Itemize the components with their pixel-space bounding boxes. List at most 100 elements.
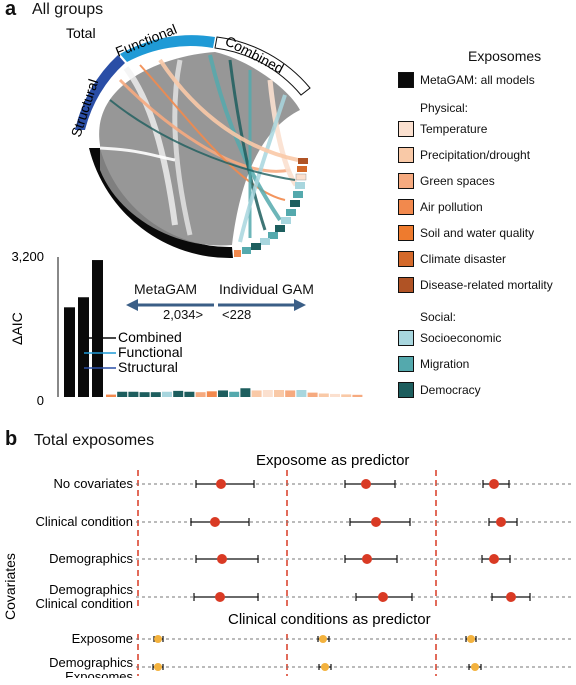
individual-gam-label: Individual GAM: [219, 281, 314, 297]
legend-swatch: [398, 121, 414, 137]
legend-swatch: [398, 147, 414, 163]
legend-swatch: [398, 382, 414, 398]
bar-functional: [78, 297, 89, 397]
point-estimate: [321, 663, 329, 671]
y-tick-label: 0: [37, 393, 44, 408]
point-estimate: [216, 479, 226, 489]
individual-gam-bar: [352, 394, 363, 397]
metagam-value: 2,034>: [163, 307, 204, 322]
legend-item: Air pollution: [398, 199, 483, 215]
legend-label: Migration: [420, 357, 470, 371]
legend-label: Precipitation/drought: [420, 148, 531, 162]
point-estimate: [467, 635, 475, 643]
individual-gam-bar: [307, 392, 318, 397]
legend-item: Green spaces: [398, 173, 495, 189]
individual-gam-bar: [195, 392, 206, 397]
legend-item: Socioeconomic: [398, 330, 501, 346]
individual-gam-value: <228: [222, 307, 252, 322]
series-label: Functional: [118, 344, 183, 360]
point-estimate: [362, 554, 372, 564]
predictor-header-2: Clinical conditions as predictor: [228, 611, 431, 628]
point-estimate: [496, 517, 506, 527]
predictor-header-1: Exposome as predictor: [256, 452, 409, 469]
y-tick-label: 3,200: [11, 249, 44, 264]
individual-gam-bar: [251, 390, 262, 397]
legend-label: Democracy: [420, 383, 481, 397]
legend-swatch: [398, 199, 414, 215]
forest-plot: Exposome as predictor Clinical condition…: [2, 452, 572, 678]
row-label: Demographics: [49, 551, 133, 566]
legend-label: Socioeconomic: [420, 331, 502, 345]
row-label: Exposome: [72, 631, 133, 646]
legend-item: Precipitation/drought: [398, 147, 530, 163]
point-estimate: [210, 517, 220, 527]
individual-gam-bar: [128, 391, 139, 397]
row-label: No covariates: [54, 476, 134, 491]
covariates-label: Covariates: [2, 553, 18, 620]
functional-arc: [120, 35, 215, 62]
individual-gam-bar: [318, 393, 329, 397]
individual-gam-bar: [117, 391, 128, 397]
point-estimate: [154, 663, 162, 671]
point-estimate: [215, 592, 225, 602]
legend-label: Climate disaster: [420, 252, 507, 266]
bar-combined: [92, 260, 103, 397]
legend-title: Exposomes: [468, 48, 542, 64]
individual-gam-bar: [240, 388, 251, 397]
structural-arc-label: Structural: [68, 77, 102, 139]
row-label: Demographics: [49, 582, 133, 597]
legend-item: Temperature: [398, 121, 487, 137]
individual-gam-bar: [184, 391, 195, 397]
legend-label: Air pollution: [420, 200, 483, 214]
point-estimate: [319, 635, 327, 643]
legend-social-header: Social:: [420, 310, 457, 324]
y-axis-label: ΔAIC: [9, 312, 25, 345]
legend-label: Disease-related mortality: [420, 278, 553, 292]
point-estimate: [361, 479, 371, 489]
individual-gam-bar: [274, 390, 284, 397]
metagam-label: MetaGAM: [134, 281, 198, 297]
point-estimate: [154, 635, 162, 643]
double-arrow: [126, 299, 306, 311]
row-label: Exposomes: [65, 669, 133, 678]
panel-a-letter: a: [5, 0, 17, 20]
point-estimate: [378, 592, 388, 602]
panel-b-letter: b: [5, 428, 18, 450]
individual-gam-bar: [206, 391, 217, 397]
legend-swatch: [398, 277, 414, 293]
row-label: Clinical condition: [35, 514, 133, 529]
legend-item: Migration: [398, 356, 469, 372]
point-estimate: [217, 554, 227, 564]
legend-swatch: [398, 72, 414, 88]
row-label: Clinical condition: [35, 596, 133, 611]
individual-gam-bar: [218, 390, 228, 397]
chord-diagram: Total Structural Functional Combined: [66, 21, 311, 259]
individual-gam-bar: [330, 393, 340, 397]
legend-item: Disease-related mortality: [398, 277, 553, 293]
legend-item: Democracy: [398, 382, 481, 398]
legend-swatch: [398, 225, 414, 241]
point-estimate: [489, 479, 499, 489]
point-estimate: [489, 554, 499, 564]
exposome-arc-segments: [234, 158, 308, 257]
individual-gam-bar: [173, 390, 184, 397]
individual-gam-bar: [285, 390, 296, 397]
legend-label: Temperature: [420, 122, 488, 136]
combined-arc: [214, 36, 311, 96]
legend-label: Soil and water quality: [420, 226, 535, 240]
structural-arc: [75, 55, 125, 130]
bar-structural: [64, 307, 75, 397]
legend-physical-header: Physical:: [420, 101, 469, 115]
series-label: Structural: [118, 359, 178, 375]
series-label: Combined: [118, 329, 182, 345]
point-estimate: [371, 517, 381, 527]
individual-gam-bar: [150, 392, 161, 397]
row-label: Demographics: [49, 655, 133, 670]
total-arc-label: Total: [66, 25, 96, 41]
individual-gam-bar: [162, 391, 172, 397]
individual-gam-bar: [262, 390, 273, 397]
individual-gam-bar: [296, 390, 307, 397]
individual-gam-bar: [229, 391, 240, 397]
individual-gam-bar: [139, 392, 150, 397]
